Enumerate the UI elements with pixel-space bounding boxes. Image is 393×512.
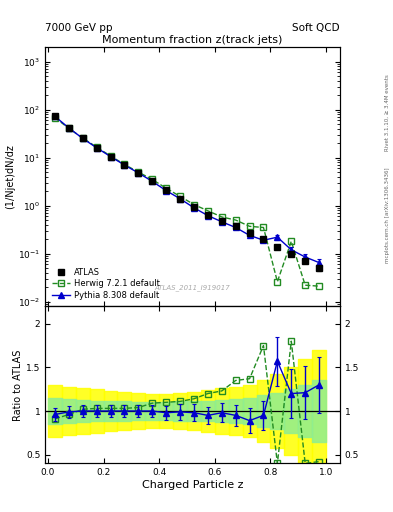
Y-axis label: Ratio to ATLAS: Ratio to ATLAS — [13, 349, 23, 420]
X-axis label: Charged Particle z: Charged Particle z — [142, 480, 243, 490]
Y-axis label: (1/Njet)dN/dz: (1/Njet)dN/dz — [5, 144, 15, 209]
Title: Momentum fraction z(track jets): Momentum fraction z(track jets) — [103, 35, 283, 45]
Text: Rivet 3.1.10, ≥ 3.4M events: Rivet 3.1.10, ≥ 3.4M events — [385, 74, 390, 151]
Legend: ATLAS, Herwig 7.2.1 default, Pythia 8.308 default: ATLAS, Herwig 7.2.1 default, Pythia 8.30… — [50, 265, 163, 302]
Text: Soft QCD: Soft QCD — [292, 23, 340, 33]
Text: ATLAS_2011_I919017: ATLAS_2011_I919017 — [155, 284, 230, 291]
Text: 7000 GeV pp: 7000 GeV pp — [45, 23, 113, 33]
Text: mcplots.cern.ch [arXiv:1306.3436]: mcplots.cern.ch [arXiv:1306.3436] — [385, 167, 390, 263]
